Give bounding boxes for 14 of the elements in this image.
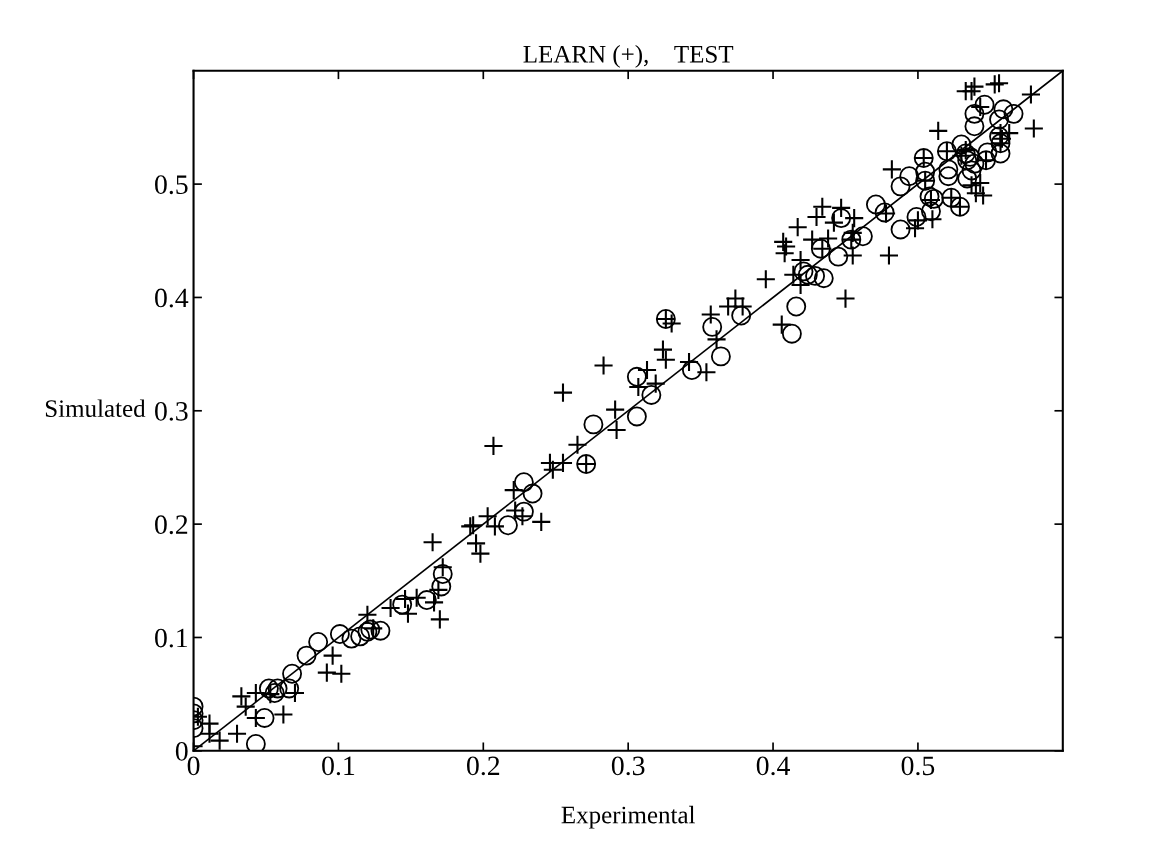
y-tick-label: 0.3 xyxy=(155,401,188,421)
y-axis-title: Simulated xyxy=(45,399,146,418)
x-tick-label: 0.4 xyxy=(756,756,790,776)
y-tick-label: 0.4 xyxy=(155,288,189,308)
x-axis-title: Experimental xyxy=(561,805,696,829)
y-tick-label: 0 xyxy=(175,741,188,761)
x-tick-label: 0.1 xyxy=(322,756,355,776)
y-tick-label: 0.2 xyxy=(155,515,188,535)
y-tick-label: 0.1 xyxy=(155,628,188,648)
chart-title: LEARN (+), TEST xyxy=(523,45,734,68)
y-tick-label: 0.5 xyxy=(155,175,188,195)
x-tick-label: 0.3 xyxy=(611,756,645,776)
x-tick-label: 0.2 xyxy=(467,756,500,776)
x-tick-label: 0.5 xyxy=(901,756,935,776)
